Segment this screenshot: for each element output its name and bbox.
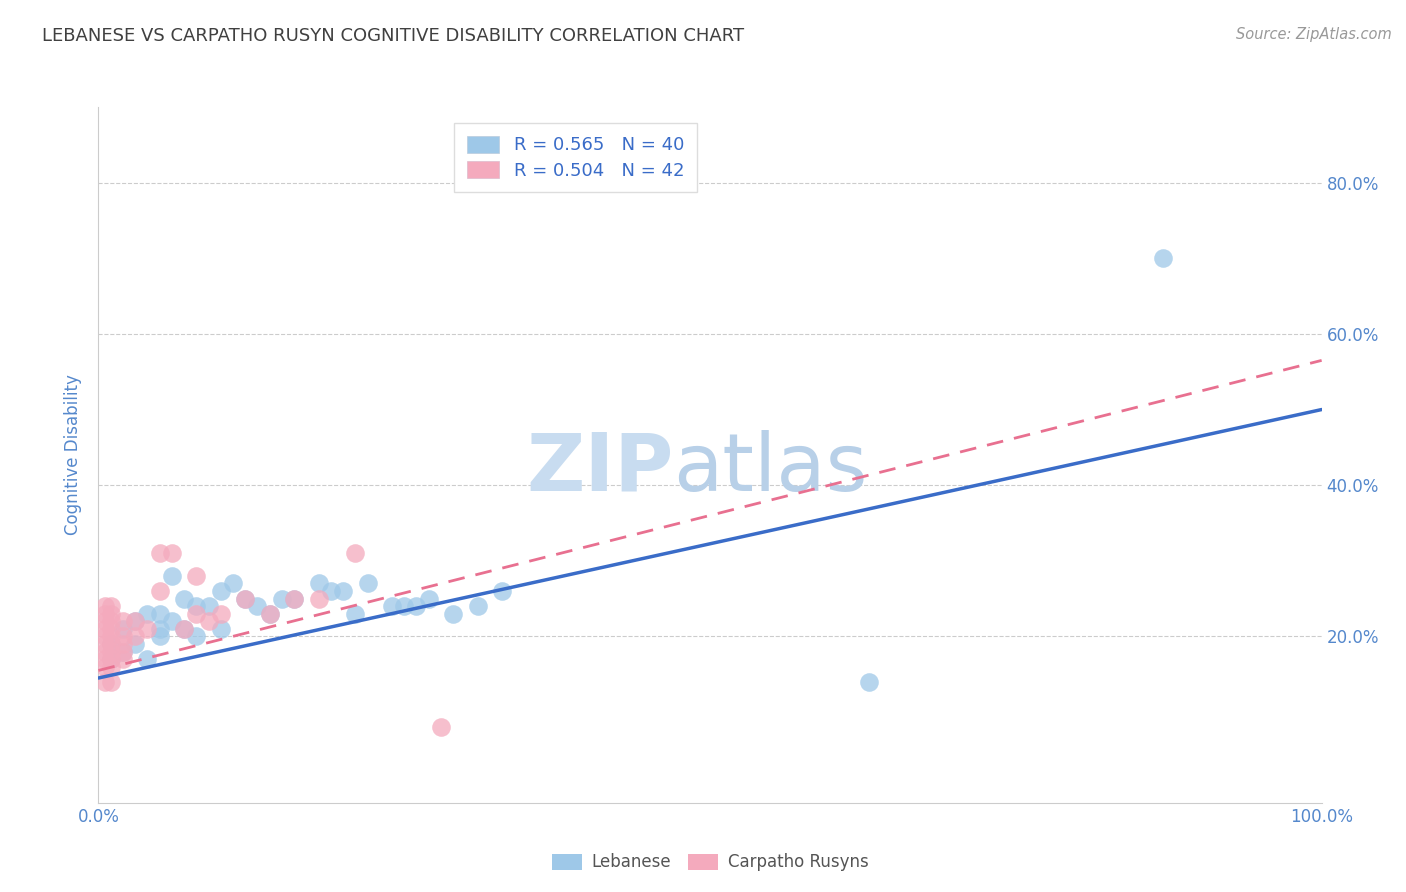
Point <box>186 607 208 621</box>
Point <box>93 674 115 689</box>
Point <box>100 652 122 666</box>
Point <box>93 607 115 621</box>
Point <box>111 629 134 643</box>
Point <box>441 607 464 621</box>
Point <box>100 659 122 673</box>
Point <box>308 591 330 606</box>
Point <box>111 644 134 658</box>
Point <box>93 615 115 629</box>
Point <box>246 599 269 614</box>
Point <box>149 584 172 599</box>
Point <box>100 622 122 636</box>
Point <box>149 546 172 560</box>
Point <box>124 629 146 643</box>
Legend: Lebanese, Carpatho Rusyns: Lebanese, Carpatho Rusyns <box>546 847 875 878</box>
Point <box>124 615 146 629</box>
Point <box>392 599 416 614</box>
Point <box>1152 252 1174 266</box>
Text: Source: ZipAtlas.com: Source: ZipAtlas.com <box>1236 27 1392 42</box>
Point <box>160 546 183 560</box>
Point <box>100 674 122 689</box>
Point <box>100 644 122 658</box>
Point <box>173 622 195 636</box>
Point <box>381 599 404 614</box>
Point <box>430 720 453 734</box>
Point <box>283 591 305 606</box>
Text: ZIP: ZIP <box>526 430 673 508</box>
Point <box>136 622 159 636</box>
Point <box>111 622 134 636</box>
Point <box>93 659 115 673</box>
Point <box>93 637 115 651</box>
Point <box>111 615 134 629</box>
Point <box>100 607 122 621</box>
Point <box>93 622 115 636</box>
Point <box>100 599 122 614</box>
Point <box>209 607 232 621</box>
Point <box>418 591 440 606</box>
Point <box>233 591 256 606</box>
Point <box>259 607 281 621</box>
Point <box>344 607 367 621</box>
Point <box>136 607 159 621</box>
Point <box>100 615 122 629</box>
Point <box>270 591 294 606</box>
Point <box>233 591 256 606</box>
Point <box>209 622 232 636</box>
Point <box>319 584 342 599</box>
Point <box>100 637 122 651</box>
Point <box>356 576 378 591</box>
Point <box>149 622 172 636</box>
Point <box>186 599 208 614</box>
Point <box>186 629 208 643</box>
Point <box>160 569 183 583</box>
Point <box>149 607 172 621</box>
Point <box>467 599 489 614</box>
Point <box>186 569 208 583</box>
Text: atlas: atlas <box>673 430 868 508</box>
Point <box>259 607 281 621</box>
Point <box>100 637 122 651</box>
Point <box>332 584 354 599</box>
Point <box>124 615 146 629</box>
Point <box>149 629 172 643</box>
Point <box>197 599 219 614</box>
Point <box>136 652 159 666</box>
Point <box>93 644 115 658</box>
Point <box>209 584 232 599</box>
Point <box>344 546 367 560</box>
Point <box>491 584 513 599</box>
Point <box>222 576 245 591</box>
Point <box>197 615 219 629</box>
Y-axis label: Cognitive Disability: Cognitive Disability <box>65 375 83 535</box>
Point <box>100 652 122 666</box>
Point <box>93 599 115 614</box>
Point <box>858 674 880 689</box>
Point <box>111 652 134 666</box>
Point <box>173 591 195 606</box>
Point <box>93 652 115 666</box>
Text: LEBANESE VS CARPATHO RUSYN COGNITIVE DISABILITY CORRELATION CHART: LEBANESE VS CARPATHO RUSYN COGNITIVE DIS… <box>42 27 744 45</box>
Point <box>93 629 115 643</box>
Point <box>111 637 134 651</box>
Point <box>283 591 305 606</box>
Point <box>173 622 195 636</box>
Point <box>111 644 134 658</box>
Point <box>160 615 183 629</box>
Point <box>308 576 330 591</box>
Point <box>124 637 146 651</box>
Point <box>405 599 427 614</box>
Point <box>100 629 122 643</box>
